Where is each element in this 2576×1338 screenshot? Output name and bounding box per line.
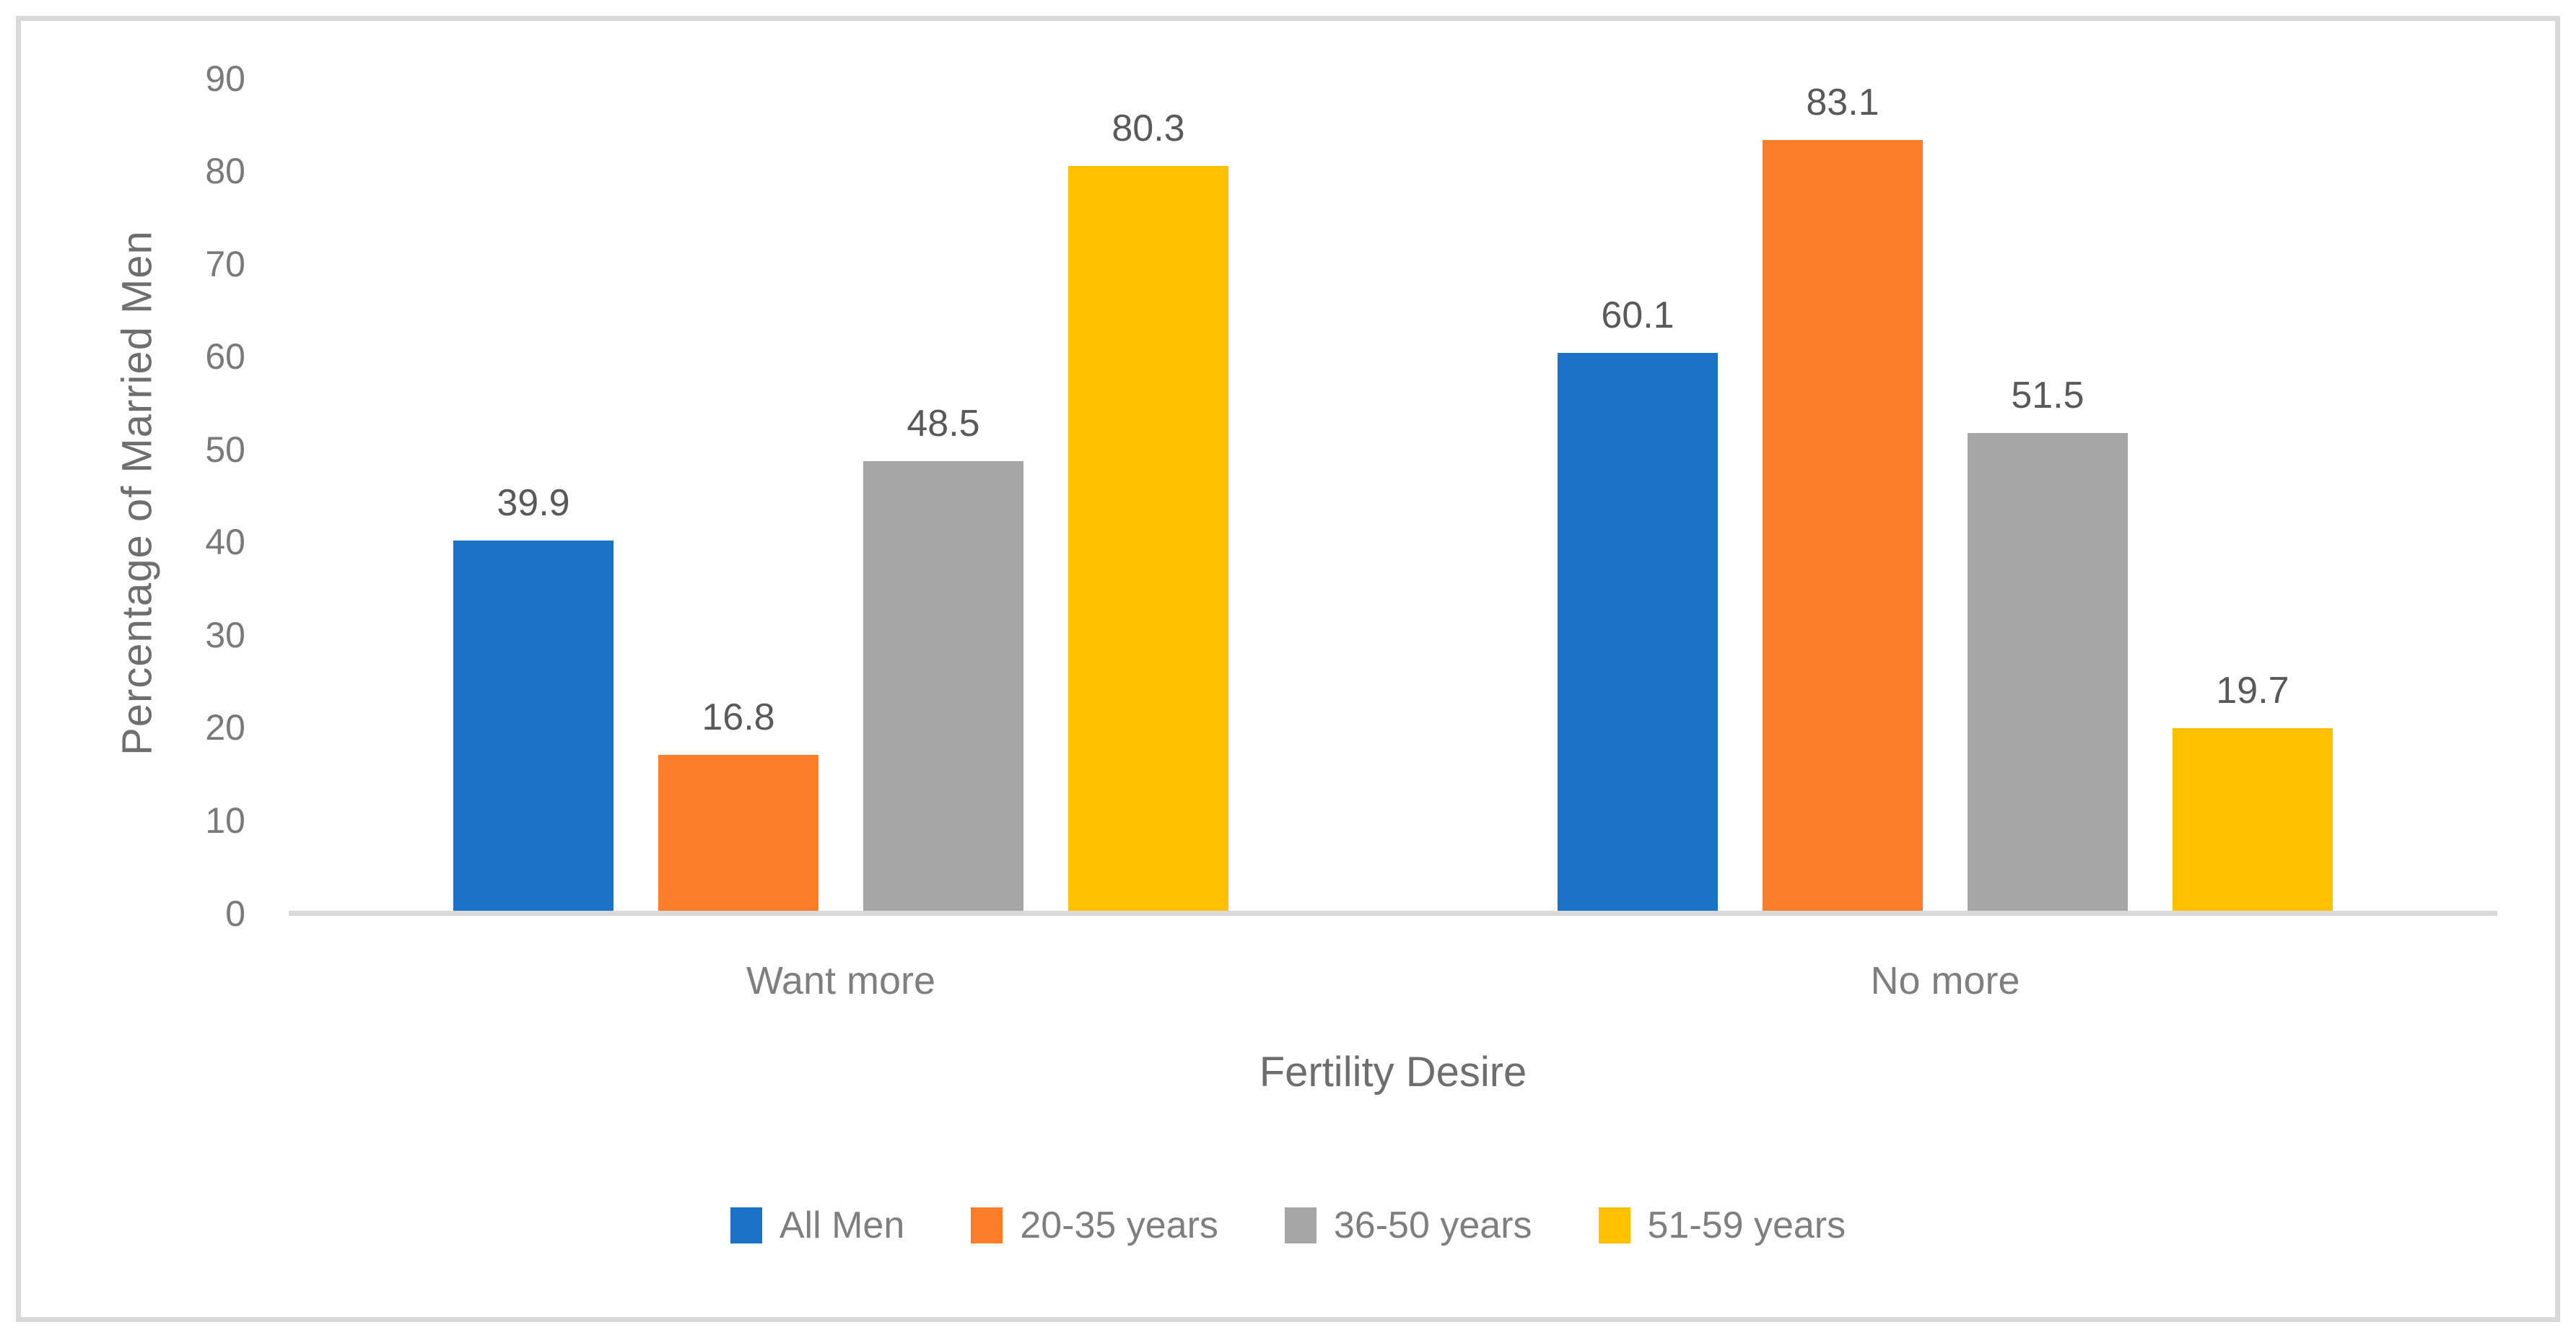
bar-group-want-more: 39.9 16.8 48.5 80.3 — [289, 76, 1393, 911]
category-label: Want more — [746, 959, 936, 1002]
bar-group-no-more: 60.1 83.1 51.5 19.7 — [1393, 76, 2497, 911]
bar-36-50-years: 51.5 — [1968, 375, 2128, 911]
y-axis-title: Percentage of Married Men — [113, 230, 161, 756]
bar-20-35-years: 16.8 — [658, 696, 818, 911]
legend-item-all-men: All Men — [730, 1204, 904, 1247]
y-tick-label: 60 — [205, 336, 245, 377]
y-tick-label: 90 — [205, 58, 245, 99]
bar-51-59-years: 80.3 — [1068, 108, 1228, 911]
bar-value-label: 39.9 — [497, 482, 570, 525]
bar-36-50-years: 48.5 — [863, 403, 1023, 911]
legend-swatch-icon — [730, 1207, 762, 1243]
bar-51-59-years: 19.7 — [2173, 670, 2333, 911]
legend-swatch-icon — [1598, 1207, 1630, 1243]
legend: All Men 20-35 years 36-50 years 51-59 years — [0, 1204, 2576, 1247]
x-axis-title: Fertility Desire — [1259, 1049, 1527, 1096]
bar-value-label: 16.8 — [702, 696, 775, 739]
legend-label: 36-50 years — [1333, 1204, 1532, 1246]
legend-label: 20-35 years — [1020, 1204, 1218, 1246]
bar-all-men: 60.1 — [1558, 294, 1718, 911]
legend-swatch-icon — [1284, 1207, 1317, 1243]
bar-value-label: 80.3 — [1112, 107, 1185, 149]
figure-border — [16, 16, 2560, 1322]
y-tick-label: 0 — [225, 893, 245, 934]
bar-value-label: 83.1 — [1806, 81, 1879, 123]
y-tick-label: 50 — [205, 429, 245, 470]
bar-20-35-years: 83.1 — [1763, 82, 1923, 911]
bar-value-label: 19.7 — [2216, 669, 2289, 712]
legend-item-51-59-years: 51-59 years — [1598, 1204, 1846, 1247]
legend-label: All Men — [779, 1204, 905, 1246]
legend-item-20-35-years: 20-35 years — [971, 1204, 1218, 1247]
bar-value-label: 60.1 — [1601, 294, 1675, 337]
bar-all-men: 39.9 — [453, 482, 614, 911]
legend-label: 51-59 years — [1647, 1204, 1846, 1246]
y-tick-label: 70 — [205, 243, 245, 284]
y-tick-label: 40 — [205, 522, 245, 563]
y-tick-label: 80 — [205, 151, 245, 192]
y-tick-label: 20 — [205, 707, 245, 748]
bar-value-label: 48.5 — [907, 402, 980, 445]
legend-item-36-50-years: 36-50 years — [1284, 1204, 1532, 1247]
y-tick-label: 30 — [205, 614, 245, 655]
category-label: No more — [1870, 959, 2020, 1002]
legend-swatch-icon — [971, 1207, 1003, 1243]
y-tick-label: 10 — [205, 800, 245, 841]
bar-value-label: 51.5 — [2011, 374, 2084, 416]
x-axis-line — [289, 911, 2497, 916]
